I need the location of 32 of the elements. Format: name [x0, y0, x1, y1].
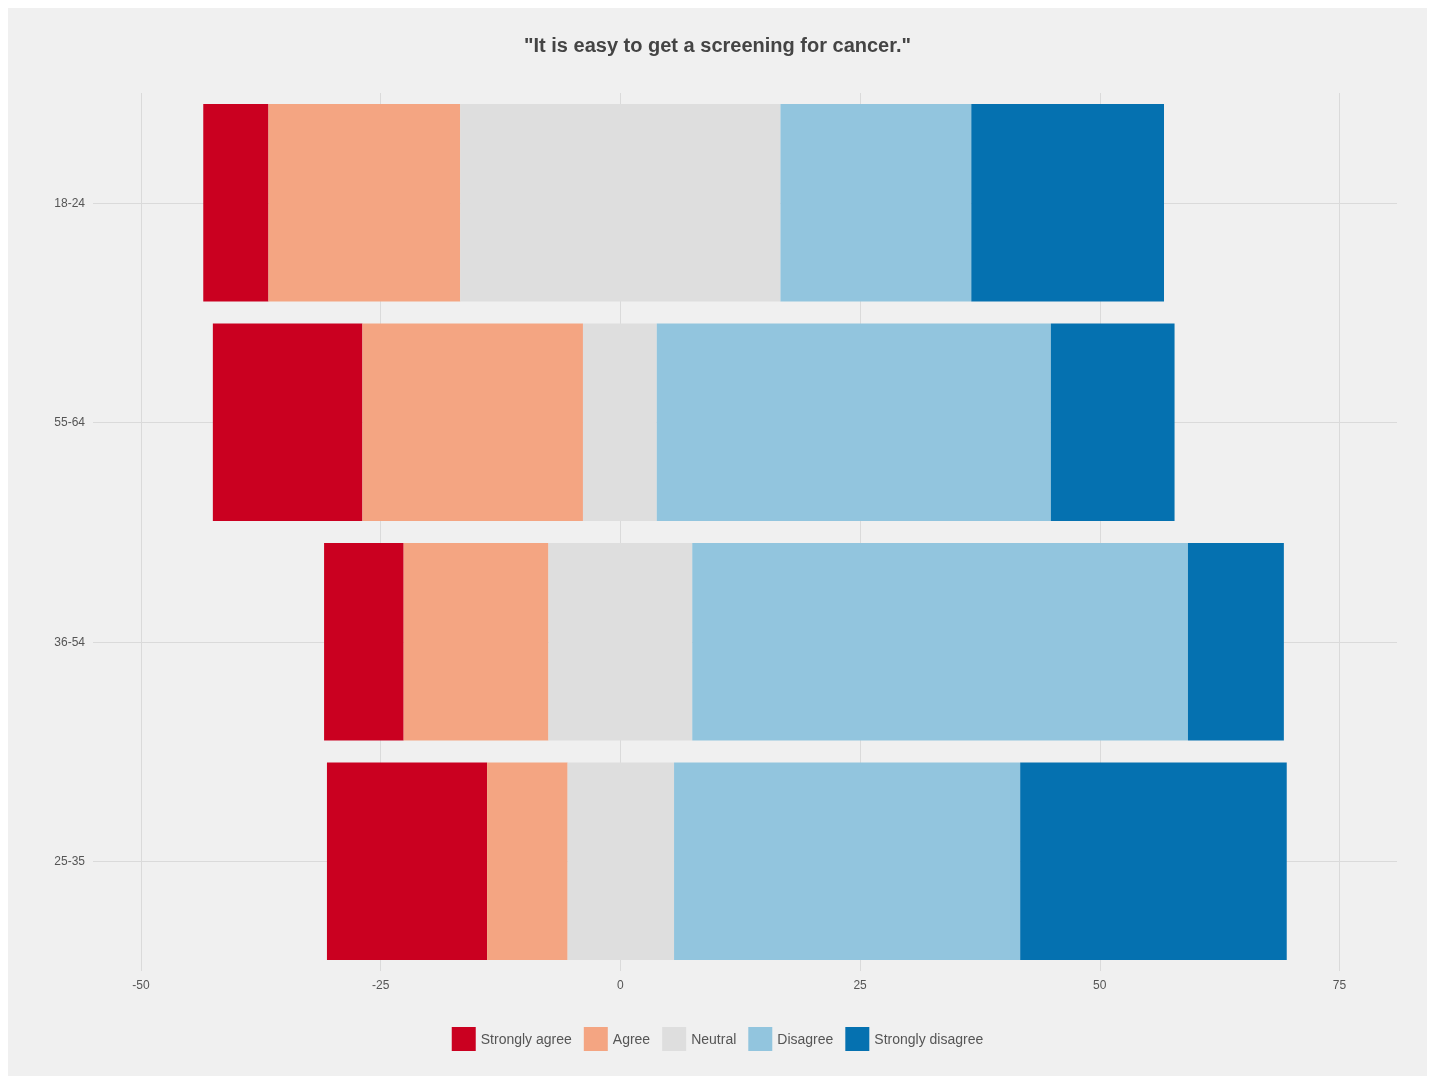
bar	[1187, 542, 1284, 741]
bar	[326, 762, 488, 961]
legend-label: Agree	[612, 1031, 651, 1047]
legend-label: Neutral	[691, 1031, 737, 1047]
y-tick-label: 18-24	[54, 195, 86, 210]
x-tick-label: 50	[1093, 978, 1107, 992]
x-tick-label: -25	[371, 978, 390, 992]
bar	[692, 542, 1188, 741]
bar	[1050, 323, 1175, 522]
bar	[656, 323, 1051, 522]
bar	[780, 103, 972, 302]
y-tick-label: 55-64	[54, 415, 86, 430]
chart-title: "It is easy to get a screening for cancer."	[524, 34, 911, 56]
bar	[1020, 762, 1287, 961]
y-tick-label: 36-54	[54, 634, 86, 649]
bar	[403, 542, 549, 741]
bar	[674, 762, 1021, 961]
legend-label: Strongly agree	[480, 1031, 573, 1047]
bar	[268, 103, 461, 302]
legend-label: Strongly disagree	[874, 1031, 984, 1047]
x-tick-label: 25	[853, 978, 868, 992]
x-tick-label: -50	[132, 978, 150, 992]
bar	[203, 103, 269, 302]
bar	[324, 542, 404, 741]
legend-label: Disagree	[777, 1031, 834, 1047]
x-tick-label: 75	[1332, 978, 1347, 992]
y-tick-label: 25-35	[54, 854, 86, 869]
bar	[487, 762, 568, 961]
x-tick-label: 0	[617, 978, 625, 992]
bar	[971, 103, 1165, 302]
bar	[362, 323, 583, 522]
bar	[212, 323, 363, 522]
